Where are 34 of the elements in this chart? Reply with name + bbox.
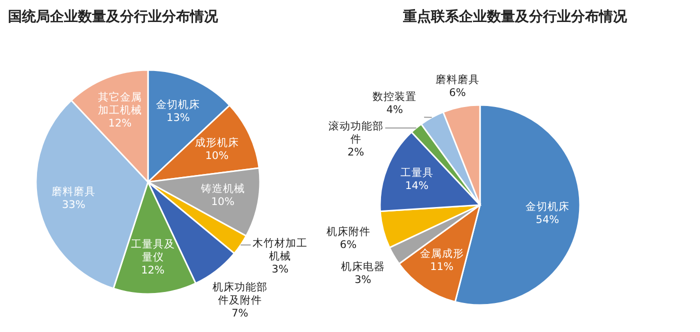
slice-label: 机床功能部件及附件 <box>211 281 268 308</box>
chart-title: 重点联系企业数量及分行业分布情况 <box>403 8 627 26</box>
slice-label: 其它金属加工机械 <box>96 92 143 118</box>
data-label: 3% <box>354 274 372 288</box>
slice-label: 数控装置 <box>372 91 418 104</box>
data-label: 13% <box>166 112 191 126</box>
slice-label: 工量具 <box>399 166 434 180</box>
data-label: 54% <box>534 214 560 227</box>
slice-label: 木竹材加工机械 <box>252 238 309 264</box>
data-label: 33% <box>61 198 86 212</box>
slice-label: 成形机床 <box>194 136 240 150</box>
slice-label: 滚动功能部件 <box>327 120 384 147</box>
data-label: 6% <box>448 87 467 100</box>
slice-label: 金属成形 <box>418 248 465 262</box>
chart-title: 国统局企业数量及分行业分布情况 <box>8 8 218 26</box>
slice-label: 机床附件 <box>325 226 372 239</box>
data-label: 12% <box>140 264 166 278</box>
data-label: 4% <box>385 104 404 118</box>
data-label: 11% <box>429 261 454 274</box>
slice-label: 金切机床 <box>155 99 202 112</box>
slice-label: 磨料磨具 <box>50 186 97 199</box>
data-label: 14% <box>404 180 430 193</box>
data-label: 3% <box>270 264 290 277</box>
data-label: 7% <box>230 307 250 320</box>
data-label: 10% <box>204 150 230 163</box>
slice-label: 机床电器 <box>340 261 386 274</box>
data-label: 10% <box>210 196 236 210</box>
slice-label: 金切机床 <box>524 200 570 214</box>
slice-label: 工量具及量仪 <box>130 238 176 264</box>
slice-label: 磨料磨具 <box>434 74 480 88</box>
slice-label: 铸造机械 <box>200 183 246 196</box>
data-label: 2% <box>346 146 366 160</box>
data-label: 12% <box>107 118 133 131</box>
data-label: 6% <box>338 238 358 252</box>
